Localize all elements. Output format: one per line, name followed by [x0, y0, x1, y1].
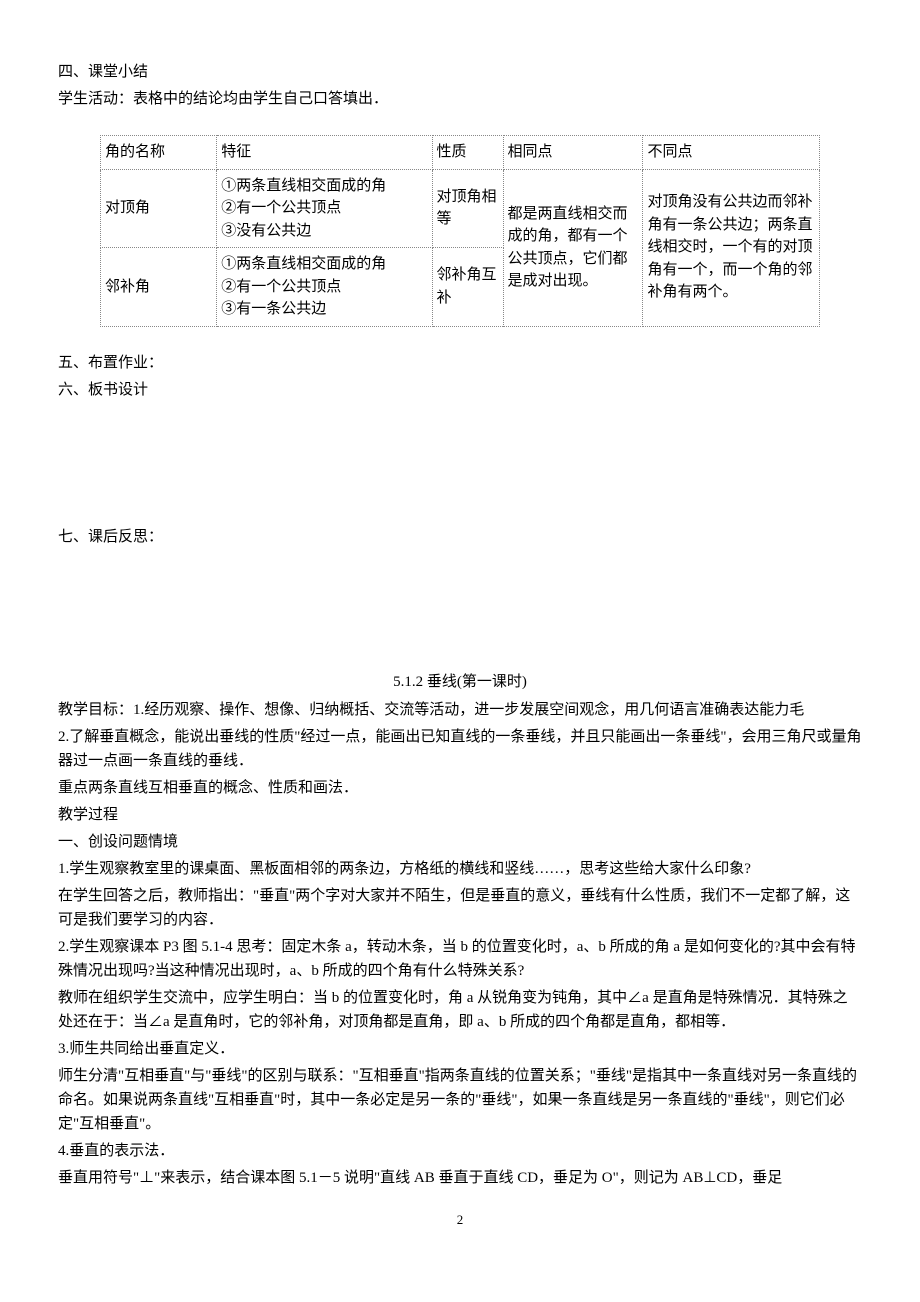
blank-space — [58, 552, 862, 670]
th-diff: 不同点 — [643, 136, 820, 170]
cell-same-points: 都是两直线相交而成的角，都有一个公共顶点，它们都是成对出现。 — [503, 169, 643, 326]
paragraph-1: 1.学生观察教室里的课桌面、黑板面相邻的两条边，方格纸的横线和竖线……，思考这些… — [58, 857, 862, 881]
section4-heading: 四、课堂小结 — [58, 60, 862, 84]
lesson-title: 5.1.2 垂线(第一课时) — [58, 670, 862, 694]
teaching-goal-2: 2.了解垂直概念，能说出垂线的性质"经过一点，能画出已知直线的一条垂线，并且只能… — [58, 725, 862, 773]
th-same: 相同点 — [503, 136, 643, 170]
th-name: 角的名称 — [101, 136, 217, 170]
paragraph-3: 3.师生共同给出垂直定义． — [58, 1037, 862, 1061]
teaching-focus: 重点两条直线互相垂直的概念、性质和画法． — [58, 776, 862, 800]
comparison-table-wrapper: 角的名称 特征 性质 相同点 不同点 对顶角 ①两条直线相交面成的角 ②有一个公… — [100, 135, 820, 327]
angle-comparison-table: 角的名称 特征 性质 相同点 不同点 对顶角 ①两条直线相交面成的角 ②有一个公… — [100, 135, 820, 327]
paragraph-2: 2.学生观察课本 P3 图 5.1-4 思考：固定木条 a，转动木条，当 b 的… — [58, 935, 862, 983]
page-number: 2 — [58, 1210, 862, 1231]
table-row: 对顶角 ①两条直线相交面成的角 ②有一个公共顶点 ③没有公共边 对顶角相等 都是… — [101, 169, 820, 248]
th-feature: 特征 — [217, 136, 432, 170]
part1-title: 一、创设问题情境 — [58, 830, 862, 854]
paragraph-4: 4.垂直的表示法． — [58, 1139, 862, 1163]
cell-adjacent-supp-name: 邻补角 — [101, 248, 217, 327]
cell-vertical-angle-feature: ①两条直线相交面成的角 ②有一个公共顶点 ③没有公共边 — [217, 169, 432, 248]
cell-adjacent-supp-property: 邻补角互补 — [432, 248, 503, 327]
cell-vertical-angle-name: 对顶角 — [101, 169, 217, 248]
teaching-process-heading: 教学过程 — [58, 803, 862, 827]
section4-activity: 学生活动：表格中的结论均由学生自己口答填出． — [58, 87, 862, 111]
section5-heading: 五、布置作业： — [58, 351, 862, 375]
paragraph-3b: 师生分清"互相垂直"与"垂线"的区别与联系："互相垂直"指两条直线的位置关系；"… — [58, 1064, 862, 1136]
cell-vertical-angle-property: 对顶角相等 — [432, 169, 503, 248]
paragraph-4b: 垂直用符号"⊥"来表示，结合课本图 5.1－5 说明"直线 AB 垂直于直线 C… — [58, 1166, 862, 1190]
paragraph-1b: 在学生回答之后，教师指出："垂直"两个字对大家并不陌生，但是垂直的意义，垂线有什… — [58, 884, 862, 932]
table-header-row: 角的名称 特征 性质 相同点 不同点 — [101, 136, 820, 170]
cell-diff-points: 对顶角没有公共边而邻补角有一条公共边；两条直线相交时，一个有的对顶角有一个，而一… — [643, 169, 820, 326]
paragraph-2b: 教师在组织学生交流中，应学生明白：当 b 的位置变化时，角 a 从锐角变为钝角，… — [58, 986, 862, 1034]
cell-adjacent-supp-feature: ①两条直线相交面成的角 ②有一个公共顶点 ③有一条公共边 — [217, 248, 432, 327]
teaching-goals: 教学目标：1.经历观察、操作、想像、归纳概括、交流等活动，进一步发展空间观念，用… — [58, 698, 862, 722]
th-property: 性质 — [432, 136, 503, 170]
blank-space — [58, 405, 862, 525]
section7-heading: 七、课后反思： — [58, 525, 862, 549]
section6-heading: 六、板书设计 — [58, 378, 862, 402]
